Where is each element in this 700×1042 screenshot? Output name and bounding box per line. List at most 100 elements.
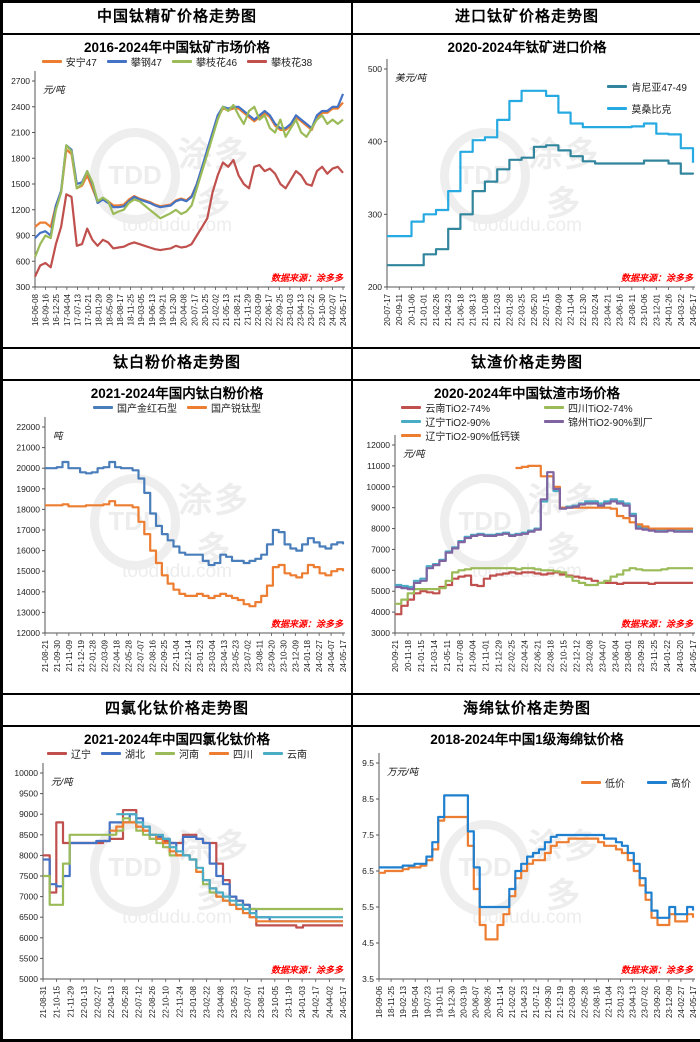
svg-text:22-12-30: 22-12-30: [579, 293, 588, 326]
chart-title: 2021-2024年国内钛白粉价格: [90, 386, 264, 401]
svg-text:22-01-28: 22-01-28: [89, 639, 98, 672]
svg-text:24-04-07: 24-04-07: [327, 639, 336, 672]
series-line: [45, 500, 345, 608]
svg-text:23-08-01: 23-08-01: [624, 639, 633, 672]
svg-text:20-07-17: 20-07-17: [383, 293, 392, 326]
svg-text:18-09-06: 18-09-06: [375, 985, 384, 1018]
legend-label: 四川: [233, 750, 253, 761]
svg-text:1200: 1200: [11, 205, 30, 215]
svg-text:20-09-11: 20-09-11: [395, 293, 404, 325]
svg-text:22-11-04: 22-11-04: [567, 293, 576, 325]
svg-text:22-09-25: 22-09-25: [160, 639, 169, 672]
svg-text:24-01-03: 24-01-03: [298, 985, 307, 1018]
legend-swatch: [607, 107, 628, 110]
series-line: [395, 571, 693, 616]
svg-text:900: 900: [16, 231, 30, 241]
svg-text:19000: 19000: [16, 484, 40, 494]
legend: 云南TiO2-74% 辽宁TiO2-90% 辽宁TiO2-90%低钙镁 四川TiO2-…: [401, 400, 653, 443]
chart-svg: 12000 13000 14000 15000 16000 17000 18000 19000…: [16, 417, 348, 672]
svg-text:18-01-29: 18-01-29: [95, 293, 104, 326]
series-line: [33, 103, 344, 258]
svg-text:16-09-16: 16-09-16: [42, 293, 51, 326]
svg-text:23-10-05: 23-10-05: [271, 985, 280, 1018]
legend-label: 攀钢47: [130, 58, 162, 69]
svg-text:23-01-08: 23-01-08: [189, 985, 198, 1018]
svg-text:4000: 4000: [371, 607, 390, 617]
panel-ti-concentrate: 中国钛精矿价格走势图 TDD 涂多多 toodudu.com 2016-2024年中国…: [2, 2, 352, 348]
svg-text:元/吨: 元/吨: [403, 449, 426, 460]
svg-text:20-03-19: 20-03-19: [460, 985, 469, 1018]
legend-label: 低价: [605, 779, 625, 790]
series-line: [43, 813, 343, 923]
svg-text:24-04-02: 24-04-02: [325, 985, 334, 1018]
svg-text:9.5: 9.5: [362, 758, 374, 768]
legend-item: 云南TiO2-74%: [401, 400, 520, 415]
svg-text:18-11-25: 18-11-25: [127, 293, 136, 325]
svg-text:19-05-04: 19-05-04: [411, 985, 420, 1018]
legend-item: 四川: [209, 746, 253, 761]
svg-text:21-08-21: 21-08-21: [41, 639, 50, 672]
legend-swatch: [401, 419, 422, 423]
svg-text:元/吨: 元/吨: [51, 777, 74, 788]
svg-text:6500: 6500: [19, 912, 38, 922]
svg-text:23-06-16: 23-06-16: [616, 293, 625, 326]
svg-text:24-02-17: 24-02-17: [312, 985, 321, 1018]
svg-text:22-05-20: 22-05-20: [530, 293, 539, 326]
svg-text:23-05-23: 23-05-23: [230, 985, 239, 1018]
svg-text:24-05-17: 24-05-17: [339, 293, 348, 326]
svg-text:23-08-21: 23-08-21: [257, 985, 266, 1018]
svg-text:24-03-20: 24-03-20: [676, 639, 685, 672]
chart-sponge-ti: TDD 涂多多 toodudu.com 2018-2024年中国1级海绵钛价格 低价 高价…: [353, 727, 700, 1039]
svg-text:7000: 7000: [19, 892, 38, 902]
legend-item: 低价: [581, 775, 625, 790]
svg-text:20-09-21: 20-09-21: [391, 639, 400, 672]
svg-text:21-10-15: 21-10-15: [53, 985, 62, 1018]
svg-text:24-05-17: 24-05-17: [339, 639, 348, 672]
svg-text:16-06-08: 16-06-08: [31, 293, 40, 326]
series-line: [34, 93, 345, 239]
svg-text:22-01-13: 22-01-13: [80, 985, 89, 1018]
svg-text:23-04-13: 23-04-13: [629, 985, 638, 1018]
panel-tio2-powder: 钛白粉价格走势图 TDD 涂多多 toodudu.com 2021-2024年国内钛白…: [2, 348, 352, 694]
svg-text:1500: 1500: [11, 179, 30, 189]
legend-label: 国产金红石型: [117, 404, 177, 415]
panel-header: 四氯化钛价格走势图: [3, 695, 351, 727]
svg-text:19-12-30: 19-12-30: [447, 985, 456, 1018]
svg-text:22-03-09: 22-03-09: [568, 985, 577, 1018]
svg-text:19-10-11: 19-10-11: [435, 985, 444, 1017]
legend-swatch: [544, 405, 564, 409]
chart-title: 2018-2024年中国1级海绵钛价格: [430, 732, 624, 747]
chart-ticl4: TDD 涂多多 toodudu.com 2021-2024年中国四氯化钛价格 辽宁 湖北河…: [3, 727, 351, 1039]
svg-text:20000: 20000: [16, 463, 40, 473]
svg-text:21-09-30: 21-09-30: [544, 985, 553, 1018]
legend-item: 攀枝花38: [247, 54, 312, 69]
legend: 国产金红石型 国产锐钛型: [3, 400, 351, 415]
svg-text:23-01-23: 23-01-23: [196, 639, 205, 672]
svg-text:22-10-10: 22-10-10: [162, 985, 171, 1018]
chart-title: 2021-2024年中国四氯化钛价格: [83, 732, 271, 747]
legend-label: 辽宁TiO2-90%: [425, 417, 490, 429]
svg-text:20-11-06: 20-11-06: [407, 293, 416, 325]
svg-text:19-03-05: 19-03-05: [137, 293, 146, 326]
legend-item: 云南: [263, 746, 307, 761]
chart-title: 2016-2024年中国钛矿市场价格: [83, 40, 271, 55]
svg-text:9000: 9000: [371, 503, 390, 513]
legend-swatch: [155, 752, 175, 755]
svg-text:23-05-23: 23-05-23: [232, 639, 241, 672]
svg-text:22-04-24: 22-04-24: [521, 639, 530, 672]
svg-text:22-09-09: 22-09-09: [554, 293, 563, 326]
svg-text:21-04-23: 21-04-23: [520, 985, 529, 1018]
svg-text:22-05-28: 22-05-28: [124, 639, 133, 672]
legend-label: 云南: [287, 750, 307, 761]
svg-text:19-06-13: 19-06-13: [148, 293, 157, 326]
svg-text:6000: 6000: [371, 565, 390, 575]
svg-text:21-01-01: 21-01-01: [420, 293, 429, 326]
legend-item: 锦州TiO2-90%到厂: [544, 414, 653, 429]
legend-label: 莫桑比克: [631, 105, 672, 116]
svg-text:23-04-21: 23-04-21: [603, 293, 612, 326]
svg-text:23-11-19: 23-11-19: [284, 985, 293, 1017]
svg-text:21-11-01: 21-11-01: [482, 639, 491, 671]
chart-svg: 3.54.55.56.57.58.59.518-09-06 18-11-25 19-…: [362, 753, 698, 1018]
svg-text:23-08-11: 23-08-11: [256, 639, 265, 671]
